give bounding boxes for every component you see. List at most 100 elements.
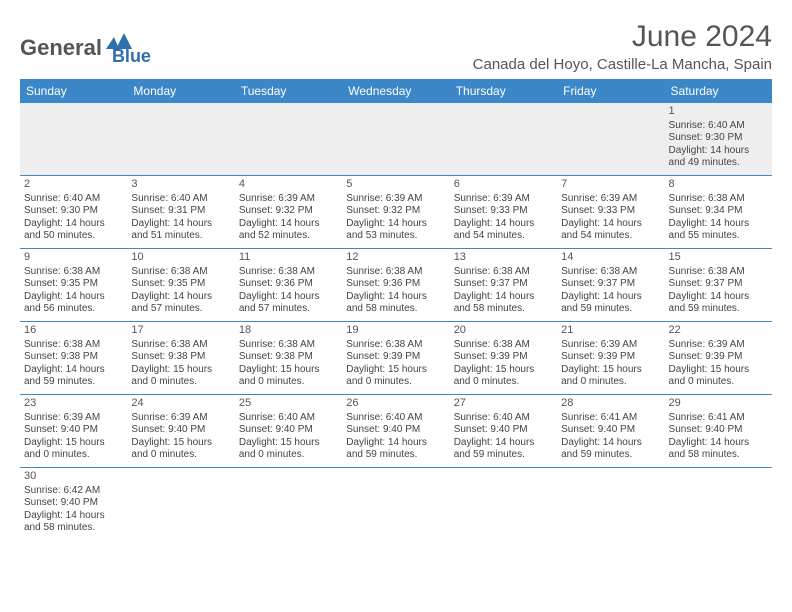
day-cell: 10Sunrise: 6:38 AMSunset: 9:35 PMDayligh… [127,249,234,321]
week-row: 1Sunrise: 6:40 AMSunset: 9:30 PMDaylight… [20,103,772,176]
day-cell: 19Sunrise: 6:38 AMSunset: 9:39 PMDayligh… [342,322,449,394]
day-cell: 8Sunrise: 6:38 AMSunset: 9:34 PMDaylight… [665,176,772,248]
day-cell: 11Sunrise: 6:38 AMSunset: 9:36 PMDayligh… [235,249,342,321]
daylight-text: Daylight: 14 hours and 58 minutes. [669,437,768,462]
day-number: 30 [24,470,123,484]
week-row: 30Sunrise: 6:42 AMSunset: 9:40 PMDayligh… [20,468,772,540]
sunset-text: Sunset: 9:33 PM [454,205,553,218]
page-title: June 2024 [473,20,772,54]
daylight-text: Daylight: 14 hours and 59 minutes. [346,437,445,462]
daylight-text: Daylight: 14 hours and 51 minutes. [131,218,230,243]
day-header: Thursday [450,79,557,103]
sunrise-text: Sunrise: 6:39 AM [24,412,123,425]
day-number: 12 [346,251,445,265]
sunset-text: Sunset: 9:31 PM [131,205,230,218]
daylight-text: Daylight: 14 hours and 50 minutes. [24,218,123,243]
day-header: Monday [127,79,234,103]
sunrise-text: Sunrise: 6:39 AM [454,193,553,206]
daylight-text: Daylight: 14 hours and 59 minutes. [454,437,553,462]
empty-cell [235,103,342,175]
daylight-text: Daylight: 15 hours and 0 minutes. [24,437,123,462]
sunrise-text: Sunrise: 6:39 AM [669,339,768,352]
daylight-text: Daylight: 14 hours and 56 minutes. [24,291,123,316]
sunset-text: Sunset: 9:37 PM [669,278,768,291]
sunset-text: Sunset: 9:39 PM [454,351,553,364]
sunset-text: Sunset: 9:36 PM [346,278,445,291]
week-row: 23Sunrise: 6:39 AMSunset: 9:40 PMDayligh… [20,395,772,468]
day-number: 25 [239,397,338,411]
day-number: 21 [561,324,660,338]
day-number: 27 [454,397,553,411]
day-header: Saturday [665,79,772,103]
sunrise-text: Sunrise: 6:38 AM [454,339,553,352]
day-number: 24 [131,397,230,411]
day-number: 2 [24,178,123,192]
week-row: 9Sunrise: 6:38 AMSunset: 9:35 PMDaylight… [20,249,772,322]
day-cell: 4Sunrise: 6:39 AMSunset: 9:32 PMDaylight… [235,176,342,248]
sunrise-text: Sunrise: 6:40 AM [239,412,338,425]
empty-cell [342,468,449,540]
sunrise-text: Sunrise: 6:41 AM [669,412,768,425]
day-number: 13 [454,251,553,265]
sunset-text: Sunset: 9:40 PM [131,424,230,437]
day-number: 14 [561,251,660,265]
daylight-text: Daylight: 15 hours and 0 minutes. [454,364,553,389]
daylight-text: Daylight: 15 hours and 0 minutes. [669,364,768,389]
sunset-text: Sunset: 9:39 PM [346,351,445,364]
daylight-text: Daylight: 15 hours and 0 minutes. [239,364,338,389]
day-number: 4 [239,178,338,192]
empty-cell [450,468,557,540]
day-cell: 3Sunrise: 6:40 AMSunset: 9:31 PMDaylight… [127,176,234,248]
week-row: 2Sunrise: 6:40 AMSunset: 9:30 PMDaylight… [20,176,772,249]
sunset-text: Sunset: 9:38 PM [239,351,338,364]
daylight-text: Daylight: 14 hours and 52 minutes. [239,218,338,243]
empty-cell [235,468,342,540]
empty-cell [127,103,234,175]
title-block: June 2024 Canada del Hoyo, Castille-La M… [473,20,772,73]
sunrise-text: Sunrise: 6:39 AM [346,193,445,206]
sunrise-text: Sunrise: 6:40 AM [346,412,445,425]
empty-cell [450,103,557,175]
sunset-text: Sunset: 9:33 PM [561,205,660,218]
day-header: Wednesday [342,79,449,103]
daylight-text: Daylight: 14 hours and 58 minutes. [454,291,553,316]
sunset-text: Sunset: 9:38 PM [24,351,123,364]
day-number: 11 [239,251,338,265]
day-header: Tuesday [235,79,342,103]
day-cell: 29Sunrise: 6:41 AMSunset: 9:40 PMDayligh… [665,395,772,467]
day-header-row: Sunday Monday Tuesday Wednesday Thursday… [20,79,772,103]
day-number: 23 [24,397,123,411]
sunrise-text: Sunrise: 6:38 AM [346,266,445,279]
sunset-text: Sunset: 9:40 PM [24,497,123,510]
day-cell: 5Sunrise: 6:39 AMSunset: 9:32 PMDaylight… [342,176,449,248]
daylight-text: Daylight: 15 hours and 0 minutes. [131,437,230,462]
day-cell: 1Sunrise: 6:40 AMSunset: 9:30 PMDaylight… [665,103,772,175]
sunrise-text: Sunrise: 6:38 AM [239,266,338,279]
day-cell: 30Sunrise: 6:42 AMSunset: 9:40 PMDayligh… [20,468,127,540]
day-cell: 26Sunrise: 6:40 AMSunset: 9:40 PMDayligh… [342,395,449,467]
day-cell: 24Sunrise: 6:39 AMSunset: 9:40 PMDayligh… [127,395,234,467]
day-cell: 9Sunrise: 6:38 AMSunset: 9:35 PMDaylight… [20,249,127,321]
day-header: Sunday [20,79,127,103]
sunrise-text: Sunrise: 6:38 AM [561,266,660,279]
day-header: Friday [557,79,664,103]
sunrise-text: Sunrise: 6:42 AM [24,485,123,498]
day-cell: 12Sunrise: 6:38 AMSunset: 9:36 PMDayligh… [342,249,449,321]
day-cell: 13Sunrise: 6:38 AMSunset: 9:37 PMDayligh… [450,249,557,321]
daylight-text: Daylight: 15 hours and 0 minutes. [239,437,338,462]
day-cell: 20Sunrise: 6:38 AMSunset: 9:39 PMDayligh… [450,322,557,394]
sunset-text: Sunset: 9:39 PM [561,351,660,364]
day-cell: 23Sunrise: 6:39 AMSunset: 9:40 PMDayligh… [20,395,127,467]
calendar: Sunday Monday Tuesday Wednesday Thursday… [20,79,772,540]
sunrise-text: Sunrise: 6:38 AM [131,339,230,352]
sunrise-text: Sunrise: 6:39 AM [239,193,338,206]
daylight-text: Daylight: 14 hours and 59 minutes. [669,291,768,316]
day-number: 6 [454,178,553,192]
day-cell: 14Sunrise: 6:38 AMSunset: 9:37 PMDayligh… [557,249,664,321]
daylight-text: Daylight: 15 hours and 0 minutes. [131,364,230,389]
brand-general: General [20,35,102,61]
sunset-text: Sunset: 9:37 PM [454,278,553,291]
sunrise-text: Sunrise: 6:39 AM [561,193,660,206]
sunset-text: Sunset: 9:40 PM [669,424,768,437]
empty-cell [665,468,772,540]
